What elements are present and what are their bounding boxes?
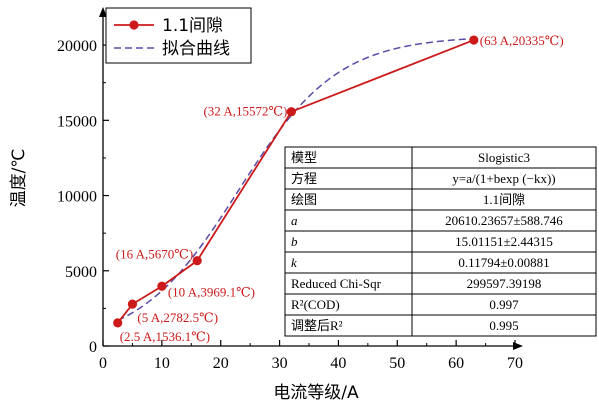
x-axis-label: 电流等级/A xyxy=(273,383,359,403)
fit-table-value: 20610.23657±588.746 xyxy=(445,213,563,228)
y-tick-label: 0 xyxy=(89,339,97,356)
data-label: (10 A,3969.1℃) xyxy=(168,284,255,299)
data-label: (2.5 A,1536.1℃) xyxy=(120,329,210,344)
fit-table: 模型 Slogistic3 方程 y=a/(1+bexp (−kx)) 绘图 1.1间隙 a… xyxy=(284,146,597,337)
data-label: (63 A,20335℃) xyxy=(480,33,564,48)
x-tick-label: 30 xyxy=(272,355,288,372)
fit-table-value: 0.11794±0.00881 xyxy=(458,255,549,270)
y-tick-label: 15000 xyxy=(57,113,97,130)
annotation-layer: (2.5 A,1536.1℃) (5 A,2782.5℃) (10 A,3969.1… xyxy=(116,33,564,344)
fit-table-frame xyxy=(284,146,597,337)
fit-table-key: 调整后R² xyxy=(291,318,343,333)
data-point xyxy=(113,318,123,328)
fit-table-value: 15.01151±2.44315 xyxy=(455,234,553,249)
x-tick-label: 60 xyxy=(448,355,464,372)
data-point xyxy=(192,256,202,266)
legend-box xyxy=(105,7,252,64)
y-axis-arrow xyxy=(99,7,107,17)
fit-table-key: a xyxy=(291,213,298,228)
fit-table-key: 方程 xyxy=(291,171,317,186)
data-point xyxy=(127,299,138,309)
fit-table-key: 绘图 xyxy=(291,192,317,207)
legend-label-fit: 拟合曲线 xyxy=(162,39,230,59)
ticks: 0 10 20 30 40 50 60 70 0 5000 10000 15000 20000 xyxy=(57,38,523,372)
data-label: (32 A,15572℃) xyxy=(203,104,287,119)
x-tick-label: 50 xyxy=(389,355,405,372)
x-tick-label: 20 xyxy=(213,355,229,372)
x-tick-label: 40 xyxy=(330,355,346,372)
data-point xyxy=(286,107,296,117)
fit-table-value: 299597.39198 xyxy=(467,276,542,291)
fit-table-value: 0.997 xyxy=(489,297,519,312)
y-axis-label: 温度/℃ xyxy=(9,149,29,208)
data-label: (5 A,2782.5℃) xyxy=(137,310,218,325)
fit-table-value: 1.1间隙 xyxy=(483,192,525,207)
legend-marker-data xyxy=(129,20,139,30)
x-tick-label: 70 xyxy=(507,355,523,372)
data-point xyxy=(157,281,167,291)
data-layer xyxy=(113,35,479,328)
data-label: (16 A,5670℃) xyxy=(116,247,193,262)
fit-table-key: Reduced Chi-Sqr xyxy=(291,276,382,291)
fit-table-value: Slogistic3 xyxy=(478,150,530,165)
data-point xyxy=(469,35,479,45)
x-tick-label: 0 xyxy=(99,355,107,372)
fit-table-key: R²(COD) xyxy=(291,297,340,312)
y-tick-label: 5000 xyxy=(65,264,97,281)
y-tick-label: 10000 xyxy=(57,189,97,206)
fit-table-key: 模型 xyxy=(291,150,317,165)
fit-table-key: b xyxy=(291,234,298,249)
fit-table-value: 0.995 xyxy=(489,318,518,333)
legend-label-data: 1.1间隙 xyxy=(162,16,223,36)
x-tick-label: 10 xyxy=(154,355,170,372)
fit-table-key: k xyxy=(291,255,297,270)
y-tick-label: 20000 xyxy=(57,38,97,55)
fit-table-value: y=a/(1+bexp (−kx)) xyxy=(452,171,555,186)
